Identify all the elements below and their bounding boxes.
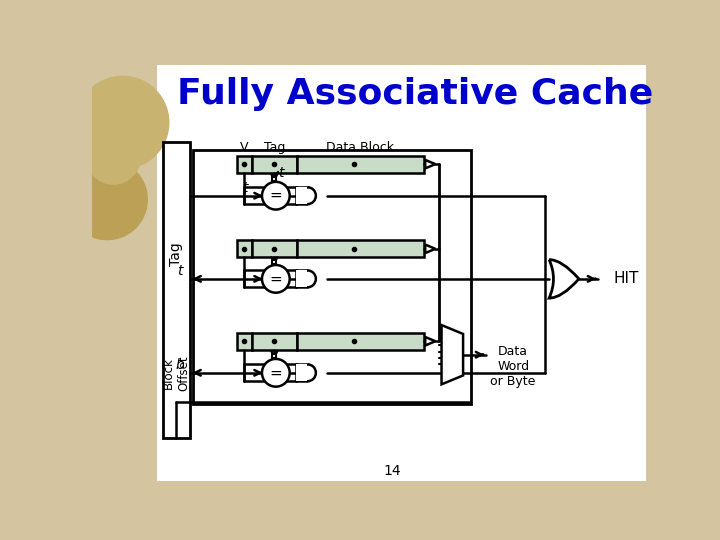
Text: =: = [269, 365, 282, 380]
Circle shape [67, 159, 148, 240]
Circle shape [262, 359, 289, 387]
Bar [296, 364, 307, 381]
Text: Fully Associative Cache: Fully Associative Cache [177, 77, 653, 111]
Bar [297, 240, 423, 257]
Text: =: = [269, 272, 282, 286]
Circle shape [76, 76, 168, 168]
Bar [296, 187, 307, 204]
Bar [237, 240, 252, 257]
Bar [252, 156, 297, 173]
Bar [296, 271, 307, 287]
Text: t: t [278, 166, 283, 180]
Bar [272, 354, 276, 358]
Polygon shape [426, 160, 436, 168]
Bar [163, 142, 189, 438]
Text: HIT: HIT [613, 272, 639, 286]
Bar [297, 156, 423, 173]
Bar [297, 333, 423, 350]
Text: Data
Word
or Byte: Data Word or Byte [490, 345, 536, 388]
Bar [252, 333, 297, 350]
Bar [237, 156, 252, 173]
Bar [194, 150, 471, 403]
Text: t: t [178, 264, 183, 278]
Text: V: V [240, 141, 248, 154]
Text: =: = [269, 188, 282, 203]
PathPatch shape [549, 260, 579, 298]
Polygon shape [441, 325, 463, 384]
Text: Block
Offset: Block Offset [162, 355, 190, 391]
Bar [157, 65, 647, 481]
Polygon shape [426, 337, 436, 346]
Text: b: b [176, 358, 185, 372]
Circle shape [86, 130, 140, 184]
Circle shape [262, 182, 289, 210]
Text: Tag: Tag [264, 141, 285, 154]
Polygon shape [426, 245, 436, 253]
Text: t: t [242, 181, 248, 195]
Text: Data Block: Data Block [326, 141, 394, 154]
Bar [272, 177, 276, 181]
Circle shape [262, 265, 289, 293]
Text: 14: 14 [383, 464, 401, 478]
Bar [237, 333, 252, 350]
Text: Tag: Tag [169, 242, 183, 266]
Bar [252, 240, 297, 257]
Bar [272, 260, 276, 264]
